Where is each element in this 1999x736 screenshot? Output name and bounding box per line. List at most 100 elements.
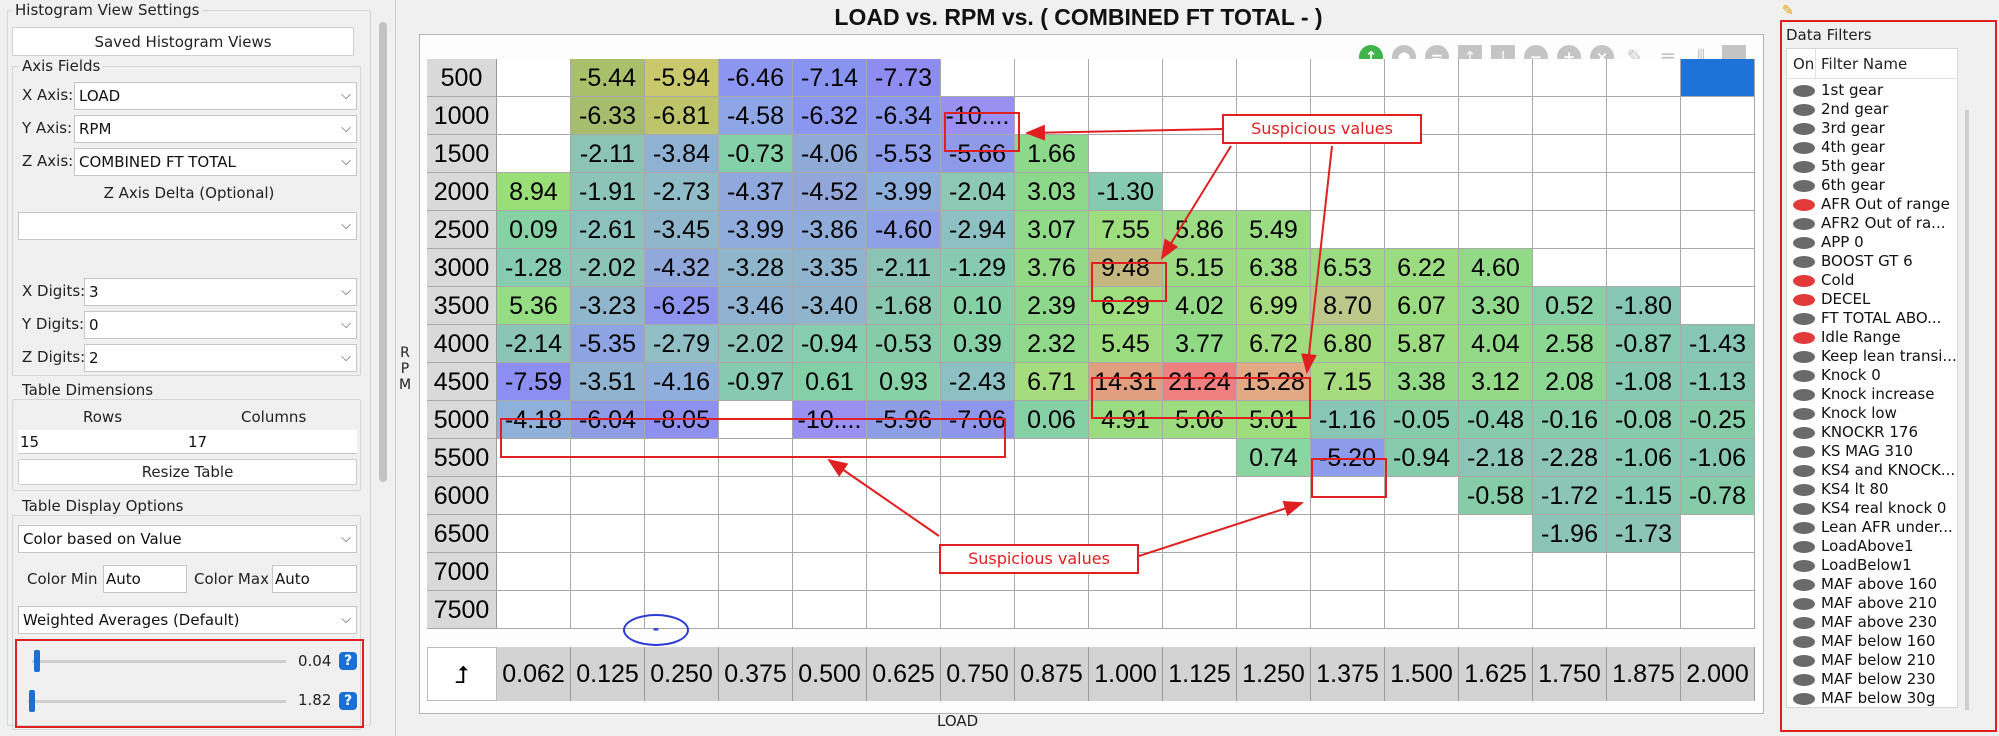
toggle-off-icon[interactable] — [1793, 579, 1815, 591]
table-cell[interactable]: -2.04 — [941, 173, 1015, 211]
table-cell[interactable] — [497, 553, 571, 591]
table-cell[interactable] — [941, 59, 1015, 97]
filter-item[interactable]: Keep lean transi... — [1783, 347, 1957, 366]
table-cell[interactable] — [1681, 211, 1755, 249]
table-cell[interactable]: -2.02 — [719, 325, 793, 363]
toggle-off-icon[interactable] — [1793, 484, 1815, 496]
table-cell[interactable] — [1385, 553, 1459, 591]
table-cell[interactable] — [867, 553, 941, 591]
table-cell[interactable]: -3.84 — [645, 135, 719, 173]
table-cell[interactable]: -0.58 — [1459, 477, 1533, 515]
table-cell[interactable]: -2.18 — [1459, 439, 1533, 477]
toggle-off-icon[interactable] — [1793, 541, 1815, 553]
filter-item[interactable]: MAF above 210 — [1783, 594, 1955, 613]
table-cell[interactable] — [1015, 439, 1089, 477]
table-cell[interactable]: 6.80 — [1311, 325, 1385, 363]
table-cell[interactable]: 0.06 — [1015, 401, 1089, 439]
filter-item[interactable]: KS4 real knock 0 — [1783, 499, 1955, 518]
table-cell[interactable] — [497, 591, 571, 629]
table-cell[interactable]: 7.15 — [1311, 363, 1385, 401]
table-cell[interactable]: -5.66 — [941, 135, 1015, 173]
y-digits-select[interactable]: 0 ⌵ — [84, 311, 357, 339]
table-cell[interactable]: 5.86 — [1163, 211, 1237, 249]
toggle-off-icon[interactable] — [1793, 655, 1815, 667]
table-cell[interactable]: -1.80 — [1607, 287, 1681, 325]
toggle-off-icon[interactable] — [1793, 446, 1815, 458]
toggle-off-icon[interactable] — [1793, 465, 1815, 477]
table-cell[interactable]: -6.32 — [793, 97, 867, 135]
table-cell[interactable]: -2.43 — [941, 363, 1015, 401]
table-cell[interactable]: -5.94 — [645, 59, 719, 97]
toggle-off-icon[interactable] — [1793, 85, 1815, 97]
table-cell[interactable]: 5.87 — [1385, 325, 1459, 363]
table-cell[interactable] — [1681, 287, 1755, 325]
table-cell[interactable] — [497, 477, 571, 515]
table-cell[interactable] — [571, 553, 645, 591]
table-cell[interactable]: -10.... — [941, 97, 1015, 135]
table-cell[interactable]: 14.31 — [1089, 363, 1163, 401]
table-cell[interactable]: 6.38 — [1237, 249, 1311, 287]
table-cell[interactable] — [793, 591, 867, 629]
table-cell[interactable]: -0.94 — [1385, 439, 1459, 477]
table-cell[interactable] — [571, 515, 645, 553]
filter-item[interactable]: 5th gear — [1783, 157, 1955, 176]
table-cell[interactable] — [719, 515, 793, 553]
table-cell[interactable] — [941, 591, 1015, 629]
table-cell[interactable]: -4.06 — [793, 135, 867, 173]
filter-item[interactable]: MAF below 210 — [1783, 651, 1955, 670]
table-cell[interactable] — [1459, 211, 1533, 249]
toggle-off-icon[interactable] — [1793, 617, 1815, 629]
table-cell[interactable]: 5.06 — [1163, 401, 1237, 439]
table-cell[interactable]: -0.05 — [1385, 401, 1459, 439]
table-cell[interactable]: -1.15 — [1607, 477, 1681, 515]
z-digits-select[interactable]: 2 ⌵ — [84, 344, 357, 372]
table-cell[interactable] — [941, 477, 1015, 515]
filter-item[interactable]: APP 0 — [1783, 233, 1955, 252]
filter-item[interactable]: LoadAbove1 — [1783, 537, 1955, 556]
table-cell[interactable]: -1.68 — [867, 287, 941, 325]
toggle-off-icon[interactable] — [1793, 123, 1815, 135]
table-cell[interactable]: -0.87 — [1607, 325, 1681, 363]
table-cell[interactable]: -8.05 — [645, 401, 719, 439]
filter-item[interactable]: BOOST GT 6 — [1783, 252, 1955, 271]
table-cell[interactable]: -2.94 — [941, 211, 1015, 249]
table-cell[interactable]: -6.04 — [571, 401, 645, 439]
table-cell[interactable]: 1.66 — [1015, 135, 1089, 173]
table-cell[interactable]: -5.44 — [571, 59, 645, 97]
filter-item[interactable]: Idle Range — [1783, 328, 1955, 347]
toggle-off-icon[interactable] — [1793, 389, 1815, 401]
slider1-thumb[interactable] — [34, 650, 40, 672]
table-cell[interactable]: 7.55 — [1089, 211, 1163, 249]
averaging-select[interactable]: Weighted Averages (Default) ⌵ — [18, 606, 357, 634]
table-cell[interactable]: -3.99 — [719, 211, 793, 249]
table-cell[interactable]: 0.74 — [1237, 439, 1311, 477]
transpose-button[interactable]: ⮥ — [427, 647, 497, 701]
table-cell[interactable] — [645, 553, 719, 591]
table-cell[interactable] — [1163, 515, 1237, 553]
table-cell[interactable]: 0.93 — [867, 363, 941, 401]
table-cell[interactable]: 8.94 — [497, 173, 571, 211]
table-cell[interactable] — [1459, 135, 1533, 173]
table-cell[interactable] — [497, 439, 571, 477]
toggle-off-icon[interactable] — [1793, 408, 1815, 420]
table-cell[interactable] — [1533, 135, 1607, 173]
table-cell[interactable] — [497, 515, 571, 553]
resize-table-button[interactable]: Resize Table — [18, 459, 357, 485]
table-cell[interactable] — [1607, 553, 1681, 591]
table-cell[interactable]: -1.96 — [1533, 515, 1607, 553]
table-cell[interactable]: -0.48 — [1459, 401, 1533, 439]
x-digits-select[interactable]: 3 ⌵ — [84, 278, 357, 306]
table-cell[interactable]: -4.37 — [719, 173, 793, 211]
table-cell[interactable] — [1015, 477, 1089, 515]
table-cell[interactable] — [867, 477, 941, 515]
toggle-off-icon[interactable] — [1793, 161, 1815, 173]
table-cell[interactable]: 21.24 — [1163, 363, 1237, 401]
table-cell[interactable]: 2.58 — [1533, 325, 1607, 363]
table-cell[interactable] — [1385, 211, 1459, 249]
table-cell[interactable]: -5.35 — [571, 325, 645, 363]
table-cell[interactable]: 6.07 — [1385, 287, 1459, 325]
table-cell[interactable]: -6.81 — [645, 97, 719, 135]
toggle-off-icon[interactable] — [1793, 237, 1815, 249]
toggle-off-icon[interactable] — [1793, 427, 1815, 439]
table-cell[interactable] — [1089, 135, 1163, 173]
